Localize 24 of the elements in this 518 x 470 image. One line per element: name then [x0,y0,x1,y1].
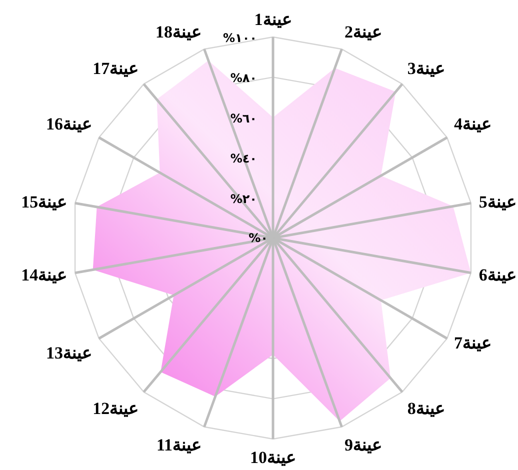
spoke-label: عينة3 [407,58,445,78]
spoke-label: عينة13 [46,344,92,362]
y-tick-label: %٢٠ [230,192,257,206]
spoke-label: عينة8 [407,399,445,418]
y-tick-label: %١٠٠ [222,31,257,45]
spoke-label: عينة16 [46,114,92,134]
spoke-label: عينة11 [156,435,202,454]
spoke-label: عينة7 [454,334,492,352]
y-tick-label: %٠ [248,231,268,245]
y-tick-label: %٦٠ [230,111,257,126]
spoke-label: عينة12 [92,399,139,418]
spoke-label: عينة5 [478,192,516,212]
spoke-label: عينة4 [454,114,492,134]
spoke-label: عينة9 [344,435,382,454]
spoke-label: عينة2 [344,22,382,42]
y-tick-label: %٤٠ [230,152,257,166]
spoke-label: عينة14 [21,265,68,284]
spoke-label: عينة10 [250,448,296,467]
spoke-label: عينة17 [92,58,139,78]
spoke-label: عينة6 [478,265,516,284]
spoke-label: عينة1 [254,10,292,29]
spoke-label: عينة18 [156,22,202,42]
spoke-label: عينة15 [21,192,68,212]
y-tick-label: %٨٠ [230,71,257,86]
